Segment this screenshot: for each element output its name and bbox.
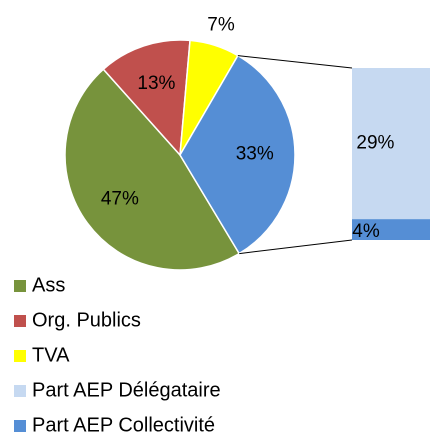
legend-swatch — [14, 420, 26, 432]
bar-segment — [352, 68, 430, 220]
legend-swatch — [14, 385, 26, 397]
legend-label: Part AEP Délégataire — [32, 379, 221, 401]
legend-label: TVA — [32, 344, 70, 366]
data-label: 7% — [207, 15, 235, 36]
legend-label: Part AEP Collectivité — [32, 414, 215, 435]
data-label: 4% — [352, 221, 380, 242]
legend-swatch — [14, 280, 26, 292]
data-label: 47% — [101, 188, 139, 209]
data-label: 29% — [356, 133, 394, 154]
connector — [237, 55, 353, 69]
data-label: 33% — [236, 143, 274, 164]
pie-slice — [102, 39, 191, 157]
legend-label: Ass — [32, 274, 65, 296]
bar-segment — [352, 219, 430, 240]
pie-slice — [179, 54, 296, 255]
legend-swatch — [14, 315, 26, 327]
legend-label: Org. Publics — [32, 309, 141, 331]
legend-swatch — [14, 350, 26, 362]
data-label: 13% — [137, 73, 175, 94]
pie-slice — [64, 68, 241, 271]
connector — [239, 239, 353, 255]
